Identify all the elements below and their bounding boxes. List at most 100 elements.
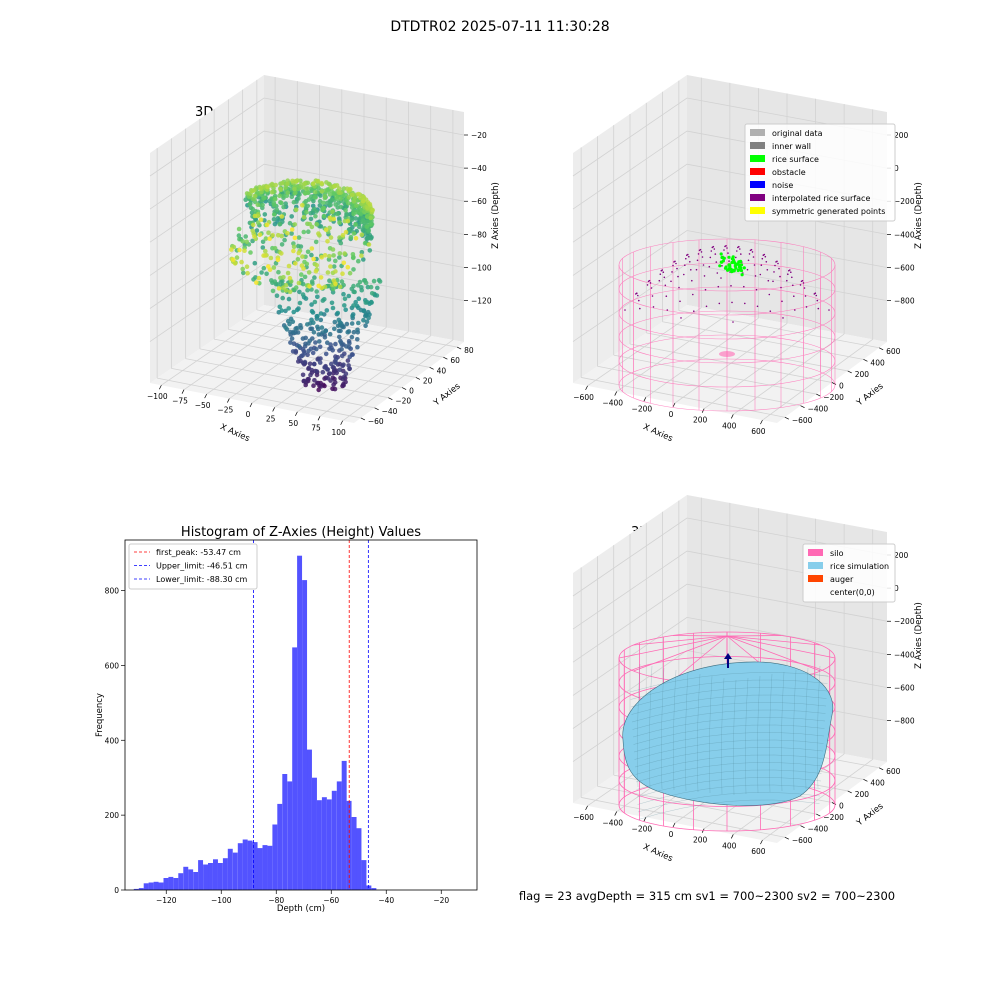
data-point — [356, 320, 361, 326]
histogram-bar — [163, 878, 169, 890]
rice-point — [723, 266, 728, 270]
data-point — [346, 293, 352, 299]
y-tick-label: 400 — [870, 778, 885, 787]
surface-point — [787, 273, 789, 276]
data-point — [300, 372, 306, 378]
data-point — [260, 202, 265, 208]
surface-point — [778, 267, 780, 270]
rice-point — [734, 263, 738, 267]
surface-point — [699, 248, 702, 251]
data-point — [237, 236, 242, 242]
silo-roof-line — [633, 635, 728, 646]
data-point — [273, 260, 279, 266]
legend-swatch — [750, 168, 765, 175]
figure-title: DTDTR02 2025-07-11 11:30:28 — [390, 19, 609, 35]
y-tick-label: −400 — [808, 405, 829, 414]
data-point — [332, 319, 338, 325]
data-point — [263, 248, 268, 254]
data-point — [230, 257, 236, 263]
surface-point — [726, 247, 728, 249]
surface-point — [753, 264, 756, 266]
data-point — [331, 286, 336, 292]
mesh-line — [637, 792, 821, 813]
data-point — [314, 346, 319, 352]
data-point — [338, 196, 343, 201]
grid-line — [572, 583, 888, 663]
data-point — [349, 217, 355, 222]
x-tick-mark — [585, 805, 588, 811]
y-tick-label: 200 — [855, 370, 870, 379]
data-point — [289, 336, 295, 341]
data-point — [322, 253, 328, 258]
x-tick-label: −600 — [573, 393, 594, 402]
data-point — [275, 257, 281, 263]
data-point — [291, 309, 297, 315]
data-point — [283, 288, 289, 293]
data-point — [297, 192, 302, 197]
data-point — [332, 386, 338, 392]
z-axis-label: Z Axies (Depth) — [914, 182, 924, 249]
surface-point — [710, 250, 713, 252]
data-point — [296, 280, 302, 286]
data-point — [306, 365, 312, 371]
data-point — [301, 185, 306, 190]
grid-line — [572, 517, 888, 597]
data-point — [327, 215, 333, 221]
mesh-line — [649, 665, 653, 789]
legend-label: Lower_limit: -88.30 cm — [156, 575, 248, 584]
data-point — [229, 247, 234, 252]
data-point — [266, 264, 271, 269]
mesh-line — [630, 679, 828, 700]
surface-point — [714, 253, 717, 255]
data-point — [359, 253, 364, 258]
mesh-line — [769, 673, 773, 793]
surface-point — [816, 299, 819, 302]
surface-point — [728, 260, 730, 262]
data-point — [292, 190, 298, 196]
surface-point — [639, 307, 641, 310]
legend-swatch — [750, 129, 765, 136]
data-point — [339, 353, 345, 359]
surface-point — [751, 251, 754, 253]
legend-swatch — [808, 549, 823, 556]
data-point — [323, 328, 329, 334]
data-point — [341, 362, 346, 368]
mesh-line — [817, 665, 821, 789]
surface-point — [773, 271, 775, 273]
mesh-line — [637, 663, 641, 788]
data-point — [257, 232, 263, 238]
surface-point — [670, 280, 672, 283]
data-point — [319, 189, 325, 194]
data-point — [337, 255, 342, 260]
surface-point — [690, 269, 692, 271]
x-tick-mark — [340, 420, 343, 425]
data-point — [351, 199, 357, 204]
data-point — [362, 240, 368, 246]
classify-3d-plot: 3D classify of Silo Interior−600−400−200… — [572, 75, 924, 444]
data-point — [352, 289, 357, 295]
data-point — [317, 360, 323, 365]
data-point — [244, 239, 249, 245]
data-point — [312, 275, 317, 280]
data-point — [271, 212, 277, 217]
mesh-line — [631, 702, 827, 723]
data-point — [275, 233, 281, 238]
histogram-bar — [262, 845, 268, 890]
histogram-bar — [217, 863, 223, 890]
surface-point — [769, 310, 772, 313]
data-point — [279, 242, 285, 247]
x-tick-label: −600 — [573, 813, 594, 822]
z-tick-label: −100 — [471, 263, 492, 272]
grid-line — [149, 230, 465, 309]
z-tick-label: −400 — [894, 230, 915, 239]
data-point — [261, 195, 267, 201]
data-point — [280, 295, 286, 301]
data-point — [330, 209, 335, 215]
y-tick-mark — [847, 790, 852, 794]
x-tick-label: 100 — [332, 428, 347, 437]
data-point — [327, 371, 333, 376]
data-point — [324, 180, 329, 185]
data-point — [354, 303, 360, 309]
data-point — [276, 286, 282, 291]
surface-point — [804, 295, 807, 297]
